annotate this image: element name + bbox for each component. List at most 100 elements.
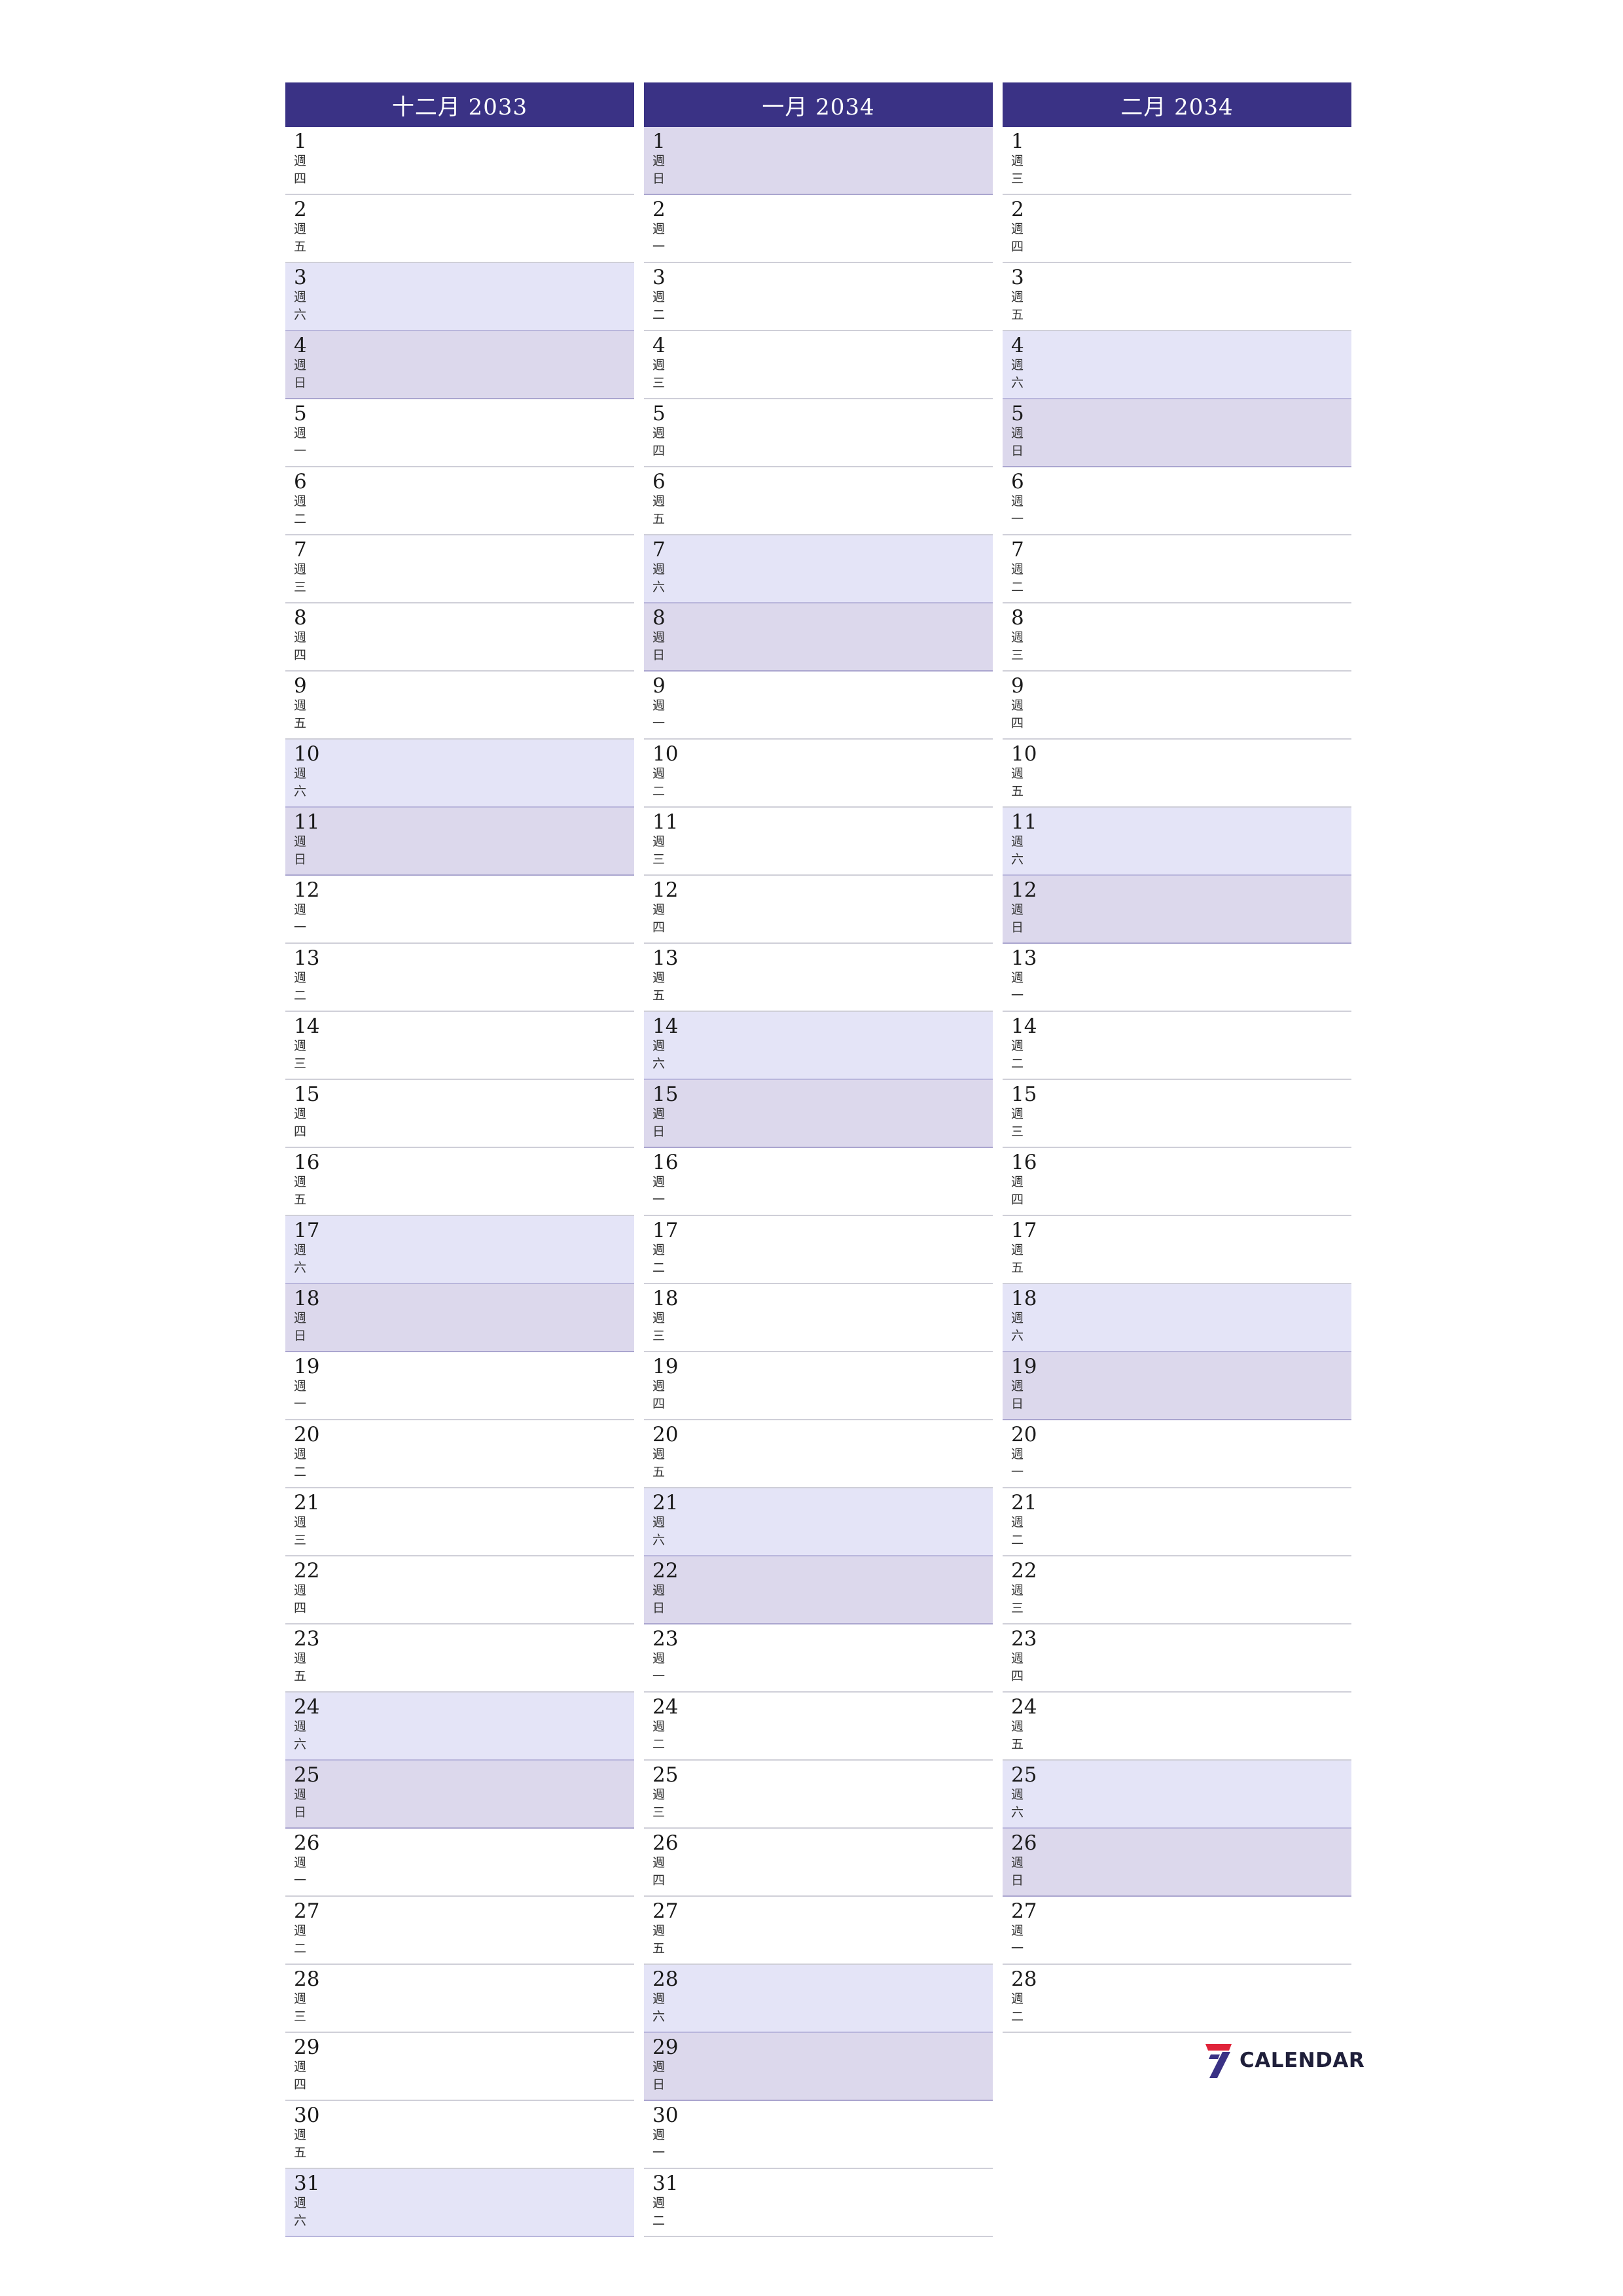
day-number: 22 — [1011, 1559, 1037, 1583]
day-row: 12 週一 — [285, 876, 634, 944]
day-number: 4 — [1011, 334, 1024, 357]
weekday-name: 四 — [294, 1601, 307, 1615]
weekday-prefix: 週 — [1011, 1311, 1024, 1325]
day-row: 11 週六 — [1003, 808, 1351, 876]
weekday-prefix: 週 — [294, 290, 307, 304]
weekday-name: 三 — [652, 1329, 666, 1343]
weekday-prefix: 週 — [294, 1311, 307, 1325]
weekday-name: 一 — [652, 240, 666, 254]
weekday-name: 六 — [1011, 376, 1024, 390]
day-row: 31 週二 — [644, 2169, 993, 2237]
weekday-name: 日 — [1011, 1397, 1024, 1411]
weekday-prefix: 週 — [652, 834, 666, 849]
day-number: 12 — [294, 878, 320, 902]
day-row: 25 週日 — [285, 1761, 634, 1829]
weekday-name: 二 — [652, 2214, 666, 2228]
day-row: 24 週六 — [285, 1693, 634, 1761]
weekday-prefix: 週 — [294, 1379, 307, 1393]
day-row: 15 週三 — [1003, 1080, 1351, 1148]
day-number: 22 — [294, 1559, 320, 1583]
day-row: 10 週六 — [285, 740, 634, 808]
weekday-prefix: 週 — [652, 1515, 666, 1530]
day-number: 31 — [294, 2172, 320, 2195]
weekday-prefix: 週 — [652, 698, 666, 713]
day-row: 26 週四 — [644, 1829, 993, 1897]
day-row: 21 週六 — [644, 1488, 993, 1556]
day-number: 8 — [652, 606, 666, 630]
weekday-name: 五 — [652, 988, 666, 1003]
day-row: 16 週四 — [1003, 1148, 1351, 1216]
day-row: 19 週日 — [1003, 1352, 1351, 1420]
month-column-january-2034: 一月 2034 1 週日 2 週一 3 週二 4 週三 5 週四 6 週五 7 週六 8 週日 9 週一 10 週二 1… — [644, 82, 993, 2237]
day-number: 7 — [1011, 538, 1024, 562]
month-header: 十二月 2033 — [285, 82, 634, 127]
day-number: 19 — [1011, 1355, 1037, 1378]
day-number: 24 — [652, 1695, 679, 1719]
weekday-prefix: 週 — [1011, 1719, 1024, 1734]
weekday-name: 四 — [294, 648, 307, 662]
weekday-prefix: 週 — [652, 1992, 666, 2006]
weekday-prefix: 週 — [652, 2060, 666, 2074]
weekday-prefix: 週 — [294, 766, 307, 781]
day-number: 13 — [652, 946, 679, 970]
weekday-name: 二 — [652, 308, 666, 322]
day-number: 24 — [294, 1695, 320, 1719]
weekday-name: 六 — [294, 784, 307, 798]
day-row: 27 週二 — [285, 1897, 634, 1965]
weekday-name: 四 — [294, 1124, 307, 1139]
weekday-prefix: 週 — [652, 971, 666, 985]
weekday-prefix: 週 — [1011, 1787, 1024, 1802]
weekday-name: 四 — [652, 444, 666, 458]
day-row: 18 週六 — [1003, 1284, 1351, 1352]
day-row: 19 週一 — [285, 1352, 634, 1420]
day-number: 21 — [1011, 1491, 1037, 1515]
day-number: 2 — [652, 198, 666, 221]
month-column-december-2033: 十二月 2033 1 週四 2 週五 3 週六 4 週日 5 週一 6 週二 7 週三 8 週四 9 週五 10 週六… — [285, 82, 634, 2237]
weekday-name: 一 — [294, 1397, 307, 1411]
day-row: 13 週二 — [285, 944, 634, 1012]
day-row: 10 週五 — [1003, 740, 1351, 808]
weekday-name: 一 — [652, 716, 666, 730]
day-number: 16 — [1011, 1151, 1037, 1174]
weekday-prefix: 週 — [1011, 562, 1024, 577]
weekday-name: 日 — [294, 376, 307, 390]
weekday-prefix: 週 — [652, 222, 666, 236]
weekday-prefix: 週 — [294, 2060, 307, 2074]
day-number: 15 — [1011, 1083, 1037, 1106]
weekday-name: 一 — [1011, 1941, 1024, 1956]
weekday-prefix: 週 — [294, 1787, 307, 1802]
day-number: 9 — [1011, 674, 1024, 698]
day-number: 17 — [294, 1219, 320, 1242]
weekday-prefix: 週 — [294, 2196, 307, 2210]
day-number: 1 — [294, 130, 307, 153]
weekday-prefix: 週 — [1011, 1651, 1024, 1666]
day-row: 23 週五 — [285, 1624, 634, 1693]
day-number: 18 — [294, 1287, 320, 1310]
weekday-prefix: 週 — [294, 222, 307, 236]
day-number: 11 — [1011, 810, 1037, 834]
month-header: 二月 2034 — [1003, 82, 1351, 127]
weekday-prefix: 週 — [294, 630, 307, 645]
weekday-name: 六 — [294, 1261, 307, 1275]
day-row: 21 週三 — [285, 1488, 634, 1556]
day-number: 31 — [652, 2172, 679, 2195]
day-number: 4 — [652, 334, 666, 357]
day-number: 22 — [652, 1559, 679, 1583]
weekday-prefix: 週 — [294, 971, 307, 985]
weekday-prefix: 週 — [294, 1243, 307, 1257]
weekday-prefix: 週 — [652, 1447, 666, 1462]
weekday-name: 日 — [294, 852, 307, 867]
weekday-prefix: 週 — [1011, 903, 1024, 917]
day-number: 21 — [294, 1491, 320, 1515]
weekday-name: 二 — [1011, 1533, 1024, 1547]
day-number: 30 — [652, 2104, 679, 2127]
